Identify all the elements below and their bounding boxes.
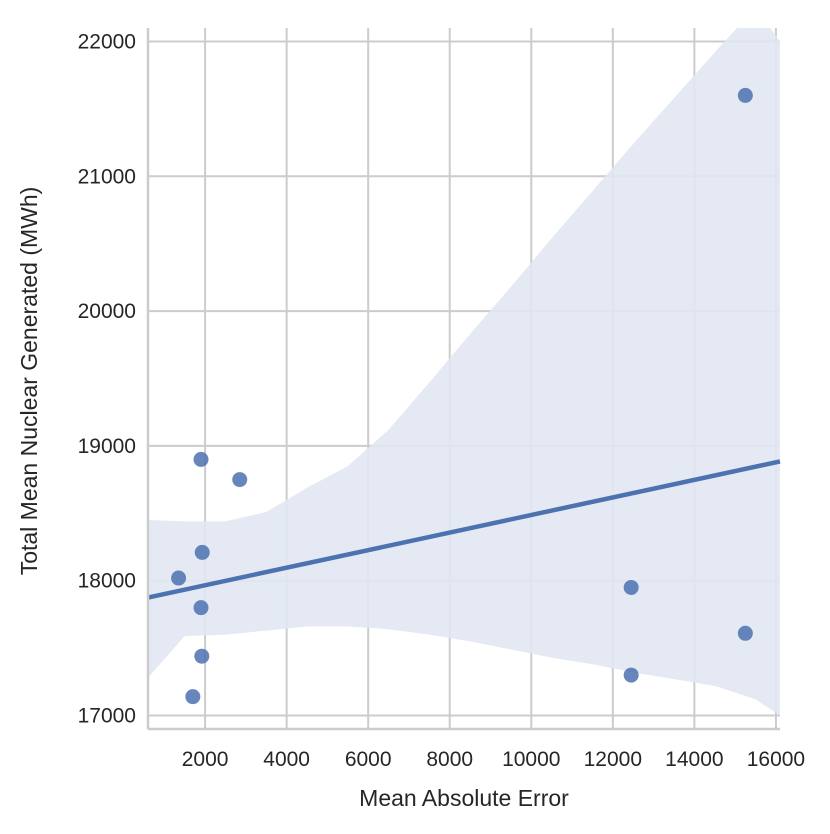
data-point xyxy=(194,544,210,560)
regression-line-layer xyxy=(147,459,781,600)
y-tick-label: 22000 xyxy=(78,30,136,53)
confidence-band xyxy=(148,28,780,716)
data-point xyxy=(232,472,248,488)
data-point xyxy=(193,600,209,616)
data-point xyxy=(737,87,753,103)
x-tick-label: 12000 xyxy=(584,748,642,771)
data-point xyxy=(194,648,210,664)
y-tick-label: 19000 xyxy=(78,435,136,458)
y-tick-label: 17000 xyxy=(78,705,136,728)
x-tick-label: 10000 xyxy=(502,748,560,771)
x-tick-label: 4000 xyxy=(263,748,310,771)
data-points-layer xyxy=(171,87,753,705)
axes-layer xyxy=(146,28,780,731)
y-tick-label: 18000 xyxy=(78,570,136,593)
data-point xyxy=(185,689,201,705)
data-point xyxy=(171,570,187,586)
data-point xyxy=(623,667,639,683)
x-tick-label: 16000 xyxy=(747,748,805,771)
x-tick-label: 2000 xyxy=(182,748,229,771)
data-point xyxy=(737,625,753,641)
confidence-band-layer xyxy=(148,28,780,716)
y-axis-title: Total Mean Nuclear Generated (MWh) xyxy=(16,187,42,576)
x-tick-label: 8000 xyxy=(426,748,473,771)
x-tick-label: 14000 xyxy=(665,748,723,771)
y-tick-label: 21000 xyxy=(78,165,136,188)
tick-labels-layer: 2000 4000 6000 8000 10000 12000 14000 16000 1700… xyxy=(78,30,806,771)
regression-line xyxy=(147,459,781,600)
x-tick-label: 6000 xyxy=(345,748,392,771)
y-tick-label: 20000 xyxy=(78,300,136,323)
data-point xyxy=(623,579,639,595)
x-axis-title: Mean Absolute Error xyxy=(359,785,569,811)
data-point xyxy=(193,451,209,467)
